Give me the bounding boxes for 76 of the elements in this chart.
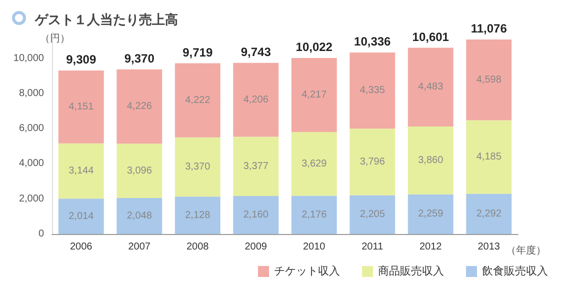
bar xyxy=(350,195,396,234)
x-tick-label: 2006 xyxy=(70,242,93,252)
y-tick-label: 10,000 xyxy=(13,52,44,64)
x-tick-label: 2013 xyxy=(478,242,500,252)
data-label: 4,598 xyxy=(476,74,502,86)
x-tick-label: 2007 xyxy=(128,242,151,252)
bar xyxy=(116,69,162,144)
data-label: 2,205 xyxy=(360,209,386,220)
y-tick-label: 0 xyxy=(38,228,44,240)
bar xyxy=(466,194,512,234)
data-label: 2,128 xyxy=(185,210,211,221)
bar xyxy=(174,196,220,234)
y-tick-label: 4,000 xyxy=(18,158,44,170)
bar xyxy=(466,120,512,194)
bar xyxy=(116,198,162,234)
data-label: 4,151 xyxy=(68,101,94,112)
legend-label: 飲食販売収入 xyxy=(482,264,548,278)
total-label: 9,719 xyxy=(182,45,213,60)
x-tick-label: 2012 xyxy=(420,242,442,252)
bar xyxy=(350,52,396,129)
bar xyxy=(291,196,337,234)
bar xyxy=(291,58,337,132)
total-label: 10,336 xyxy=(354,34,392,48)
data-label: 2,014 xyxy=(68,210,94,222)
data-label: 4,222 xyxy=(185,94,211,106)
bar xyxy=(233,196,279,234)
y-tick-label: 8,000 xyxy=(18,88,44,99)
x-tick-label: 2011 xyxy=(362,242,384,252)
data-label: 4,217 xyxy=(302,90,328,100)
bar xyxy=(233,62,279,137)
legend-label: 商品販売収入 xyxy=(378,264,444,278)
bar xyxy=(291,132,337,196)
total-label: 11,076 xyxy=(470,21,508,36)
bar xyxy=(350,128,396,196)
data-label: 4,483 xyxy=(418,82,444,93)
total-label: 10,022 xyxy=(296,40,333,54)
data-label: 3,370 xyxy=(185,162,211,173)
x-tick-label: 2010 xyxy=(303,242,326,252)
data-label: 3,144 xyxy=(68,166,94,177)
data-label: 4,206 xyxy=(243,94,269,106)
bar xyxy=(408,194,454,234)
total-label: 9,309 xyxy=(66,52,96,66)
bar xyxy=(466,39,512,120)
data-label: 4,185 xyxy=(476,151,502,162)
legend-label: チケット収入 xyxy=(274,264,340,278)
data-label: 4,335 xyxy=(360,85,386,96)
bar xyxy=(408,48,454,127)
bar xyxy=(58,143,104,199)
bar xyxy=(233,136,279,196)
data-label: 3,860 xyxy=(418,154,444,166)
y-tick-label: 2,000 xyxy=(18,193,44,204)
data-label: 2,048 xyxy=(126,210,152,222)
y-tick-label: 6,000 xyxy=(18,123,44,134)
bar xyxy=(174,137,220,197)
x-tick-label: 2008 xyxy=(186,242,210,252)
data-label: 2,292 xyxy=(476,208,502,220)
data-label: 3,096 xyxy=(126,165,152,176)
data-label: 4,226 xyxy=(126,101,152,112)
total-label: 10,601 xyxy=(412,30,450,44)
data-label: 3,629 xyxy=(302,158,328,170)
bar xyxy=(58,70,104,144)
bar xyxy=(116,144,162,198)
data-label: 3,796 xyxy=(360,156,386,168)
total-label: 9,370 xyxy=(124,51,155,66)
bar xyxy=(174,63,220,138)
data-label: 2,259 xyxy=(418,208,444,220)
data-label: 3,377 xyxy=(243,160,269,172)
bar xyxy=(408,126,454,194)
x-axis-title: （年度） xyxy=(506,244,546,256)
total-label: 9,743 xyxy=(240,44,272,59)
data-label: 2,160 xyxy=(243,210,269,221)
x-tick-label: 2009 xyxy=(244,242,268,252)
chart-title: ゲスト１人当たり売上高 xyxy=(34,12,178,27)
y-axis-title: （円） xyxy=(40,34,70,44)
bar xyxy=(58,198,104,234)
data-label: 2,176 xyxy=(302,209,328,220)
